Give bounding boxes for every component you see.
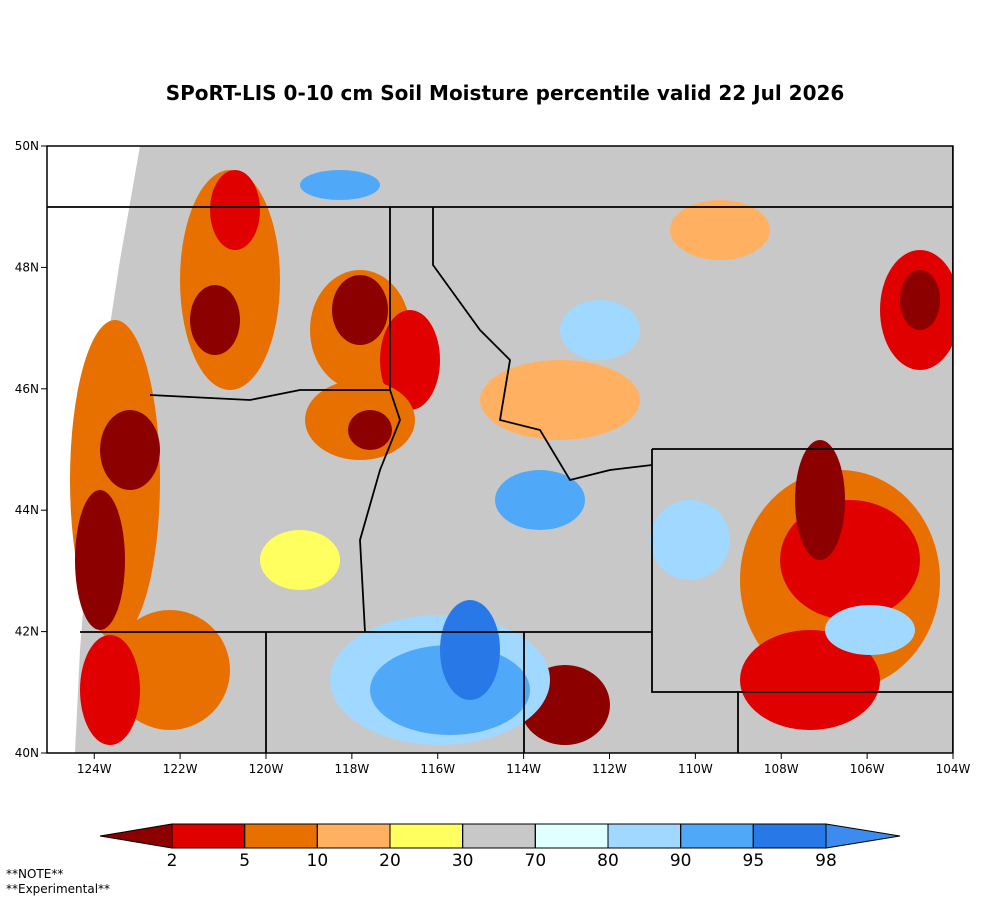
colorbar-label: 80 — [597, 851, 619, 871]
note: **Experimental** — [6, 882, 110, 896]
map-field — [47, 146, 953, 753]
colorbar-segment — [244, 823, 318, 849]
colorbar-arrow — [825, 823, 901, 849]
map-title: SPoRT-LIS 0-10 cm Soil Moisture percenti… — [166, 81, 845, 105]
map-frame — [46, 145, 954, 754]
colorbar-arrow — [99, 823, 173, 849]
colorbar-label: 90 — [670, 851, 692, 871]
colorbar-segment — [607, 823, 682, 849]
colorbar-segment — [462, 823, 536, 849]
colorbar-segment — [680, 823, 754, 849]
x-tick-label: 114W — [506, 762, 541, 776]
x-tick-label: 122W — [163, 762, 198, 776]
y-tick-label: 46N — [15, 382, 39, 396]
colorbar-segment — [316, 823, 391, 849]
y-tick-label: 40N — [15, 746, 39, 760]
x-tick-label: 124W — [77, 762, 112, 776]
colorbar-segment — [534, 823, 609, 849]
x-tick-label: 112W — [592, 762, 627, 776]
colorbar-label: 5 — [239, 851, 250, 871]
colorbar-label: 2 — [167, 851, 178, 871]
colorbar-label: 98 — [815, 851, 837, 871]
colorbar-label: 20 — [379, 851, 401, 871]
borders — [47, 146, 953, 753]
colorbar-segment — [752, 823, 827, 849]
y-tick-label: 48N — [15, 260, 39, 274]
colorbar-segment — [389, 823, 464, 849]
x-tick-label: 118W — [334, 762, 369, 776]
x-tick-label: 108W — [764, 762, 799, 776]
x-tick-label: 104W — [936, 762, 971, 776]
wet-areas — [300, 170, 915, 745]
x-tick-label: 110W — [678, 762, 713, 776]
note: **NOTE** — [6, 867, 63, 881]
y-tick-label: 50N — [15, 139, 39, 153]
x-tick-label: 106W — [850, 762, 885, 776]
x-tick-label: 116W — [420, 762, 455, 776]
x-tick-label: 120W — [249, 762, 284, 776]
colorbar-label: 30 — [452, 851, 474, 871]
colorbar-label: 95 — [743, 851, 765, 871]
colorbar-label: 10 — [307, 851, 329, 871]
colorbar-label: 70 — [525, 851, 547, 871]
colorbar-segment — [171, 823, 246, 849]
y-tick-label: 42N — [15, 625, 39, 639]
y-tick-label: 44N — [15, 503, 39, 517]
